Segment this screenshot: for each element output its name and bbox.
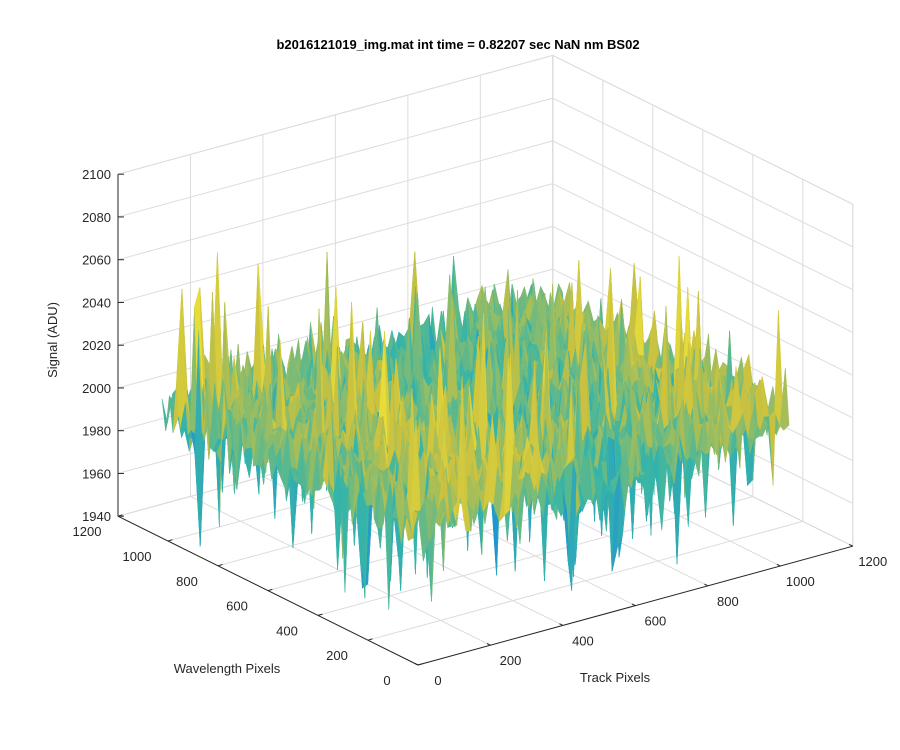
x-tick-mark [704,583,709,587]
x-tick-label: 200 [500,653,522,668]
surface [161,251,790,610]
z-grid-right [552,54,854,205]
y-tick-mark [167,539,173,542]
x-tick-label: 600 [645,614,667,629]
y-grid-floor [317,496,753,616]
y-tick-label: 400 [276,623,298,638]
z-grid-left [117,54,553,175]
z-tick-label: 2020 [82,338,111,353]
x-tick-mark [849,544,854,547]
y-tick-label: 1200 [73,524,102,539]
tick-labels: 0 200 400 600 800 1000 1200 0 200 400 600 800 1000 12… [73,167,888,688]
z-grid-left [117,183,553,303]
x-tick-label: 1000 [786,574,815,589]
x-tick-mark [486,643,491,646]
y-tick-mark [267,588,273,592]
z-grid-right [552,97,854,248]
x-tick-mark [559,623,564,626]
y-tick-label: 800 [176,574,198,589]
x-tick-label: 1200 [858,554,887,569]
z-tick-label: 1980 [82,424,111,439]
x-tick-mark [414,662,419,666]
z-grid-left [117,97,553,218]
x-tick-mark [776,563,781,567]
y-tick-mark [317,613,323,616]
y-tick-mark [417,663,423,666]
axes-lines [117,173,854,666]
y-tick-mark [217,564,223,567]
y-tick-label: 600 [226,599,248,614]
y-tick-mark [367,638,373,641]
z-grid-left [117,140,553,261]
z-tick-label: 1940 [82,509,111,524]
surface-patch [779,367,790,431]
z-tick-label: 1960 [82,466,111,481]
y-grid-floor [367,520,803,641]
x-tick-label: 0 [434,673,441,688]
x-tick-label: 400 [572,633,594,648]
z-grid-left [117,225,553,346]
z-grid-right [552,225,854,376]
z-grid-right [552,268,854,419]
z-tick-label: 2000 [82,381,111,396]
x-tick-label: 800 [717,594,739,609]
y-tick-label: 0 [383,673,390,688]
x-tick-mark [631,603,636,607]
z-grid-right [552,140,854,291]
y-tick-label: 200 [326,648,348,663]
z-grid-right [552,183,854,333]
y-tick-label: 1000 [123,549,152,564]
